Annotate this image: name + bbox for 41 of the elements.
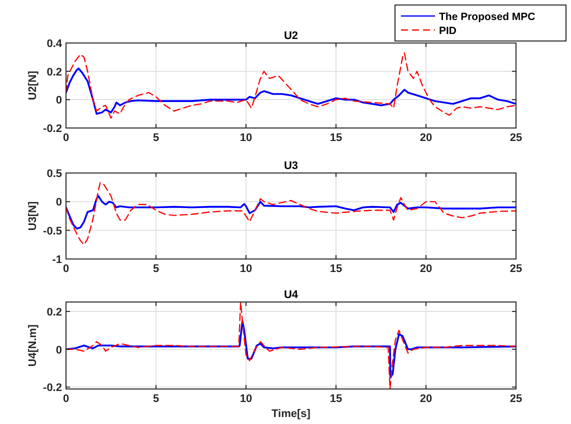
x-tick-label: 20 — [420, 393, 432, 405]
line-series — [66, 52, 516, 119]
y-tick-label: 0 — [56, 196, 62, 209]
line-series — [66, 182, 516, 246]
x-tick-label: 15 — [330, 393, 342, 405]
line-series — [66, 302, 516, 389]
x-tick-label: 5 — [152, 393, 160, 405]
chart-title: U4 — [284, 289, 299, 301]
x-tick-label: 20 — [420, 263, 432, 275]
y-tick-label: 0.5 — [46, 168, 62, 180]
x-tick-label: 15 — [330, 263, 342, 275]
x-tick-label: 10 — [240, 132, 252, 144]
line-series — [66, 195, 516, 230]
y-tick-label: -0.5 — [43, 225, 62, 238]
x-tick-label: 25 — [510, 263, 522, 275]
y-axis-title: U4[N.m] — [27, 324, 39, 367]
line-series — [66, 68, 516, 115]
y-tick-label: -0.2 — [43, 123, 62, 135]
y-tick-label: 0.2 — [46, 66, 62, 78]
y-tick-label: -0.2 — [43, 382, 62, 394]
x-tick-label: 5 — [152, 132, 160, 144]
y-tick-label: 0.2 — [46, 306, 62, 318]
y-axis-title: U2[N] — [27, 70, 39, 100]
x-tick-label: 20 — [420, 132, 432, 144]
y-axis-title: U3[N] — [27, 201, 39, 231]
x-tick-label: 15 — [330, 132, 342, 144]
legend-label: PID — [439, 25, 457, 37]
y-tick-label: 0 — [56, 94, 62, 107]
y-tick-label: 0.4 — [46, 38, 63, 50]
y-tick-label: -1 — [52, 254, 62, 266]
line-series — [66, 320, 516, 379]
x-tick-label: 5 — [152, 263, 160, 275]
x-tick-label: 25 — [510, 393, 522, 405]
x-axis-title: Time[s] — [272, 408, 311, 420]
chart-title: U2 — [284, 30, 298, 42]
x-tick-label: 10 — [240, 393, 252, 405]
legend-label: The Proposed MPC — [439, 11, 536, 23]
x-tick-label: 10 — [240, 263, 252, 275]
x-tick-label: 25 — [510, 132, 522, 144]
chart-title: U3 — [284, 160, 298, 172]
y-tick-label: 0 — [56, 344, 62, 356]
